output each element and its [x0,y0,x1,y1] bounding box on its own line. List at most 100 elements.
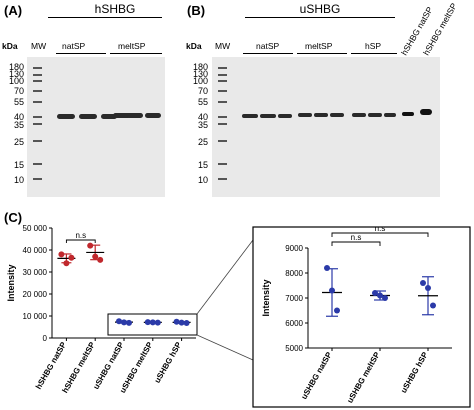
panel-b-mw-100: 100 [192,76,208,86]
panel-b-band [260,114,276,118]
panel-a-mw-35: 35 [13,120,24,130]
y-tick-label: 5000 [285,344,303,353]
panel-a-band [113,113,131,118]
panel-a-band [79,114,97,119]
panel-a-mw-70: 70 [13,86,24,96]
significance-bracket [331,232,429,237]
panel-a-mw-label: MW [31,41,47,51]
panel-b-group-line-hsp [351,53,397,54]
panel-a-title: hSHBG [94,2,136,16]
data-point [178,319,185,326]
panel-a-title-line [48,17,162,18]
panel-b-mw-35: 35 [197,120,208,130]
panel-b-mw-15: 15 [197,160,208,170]
data-point [183,320,190,327]
panel-b-mw-10: 10 [197,175,208,185]
data-point [324,265,330,271]
inset-frame [252,226,471,408]
data-point [149,319,156,326]
data-point [425,285,431,291]
panel-b-mw-70: 70 [197,86,208,96]
data-point [329,287,335,294]
panel-a-letter: (A) [4,3,23,18]
data-point [154,319,161,326]
x-tick-label: hSHBG natSP [34,340,69,391]
y-axis-label: Intensity [6,264,16,301]
panel-b-mw-25: 25 [197,137,208,147]
significance-bracket [331,241,381,246]
y-tick-label: 30 000 [23,268,48,277]
y-axis-label: Intensity [261,279,271,316]
data-point [372,290,378,296]
y-tick-label: 9000 [285,244,303,253]
panel-a-mw-100: 100 [8,76,24,86]
panel-a-band [101,114,117,119]
zoom-connector-bottom [196,334,254,361]
panel-c-charts: 0 10 000 20 000 30 000 40 000 50 000 Intensity… [6,224,471,408]
data-point [430,302,436,309]
panel-a-group-label-natsp: natSP [62,41,86,51]
data-point [144,319,151,326]
y-tick-label: 20 000 [23,290,48,299]
panel-a-band [127,113,143,118]
panel-b-band [314,113,328,117]
panel-b-mw-130: 130 [192,69,208,79]
panel-a-kda-label: kDa [2,41,18,51]
panel-a-band [145,113,161,118]
data-point [68,254,75,261]
panel-b-group-line-meltsp [297,53,347,54]
data-point [63,260,70,267]
panel-a-mw-40: 40 [13,112,24,122]
significance-label: n.s [375,224,386,233]
panel-b-group-label-hsp: hSP [365,41,382,51]
panel-a-mw-55: 55 [13,97,24,107]
panel-a-group-line-meltsp [110,53,162,54]
x-tick-label: uSHBG natSP [91,340,126,391]
data-point [87,242,94,249]
panel-b-gel [212,57,440,197]
panel-b-title: uSHBG [299,2,341,16]
panel-b-band [330,113,344,117]
data-point [116,318,122,325]
panel-b-lane-label-hshbg-natsp: hSHBG natSP [399,4,435,57]
panel-b-lane-label-hshbg-meltsp: hSHBG meltSP [421,1,459,57]
y-tick-label: 0 [43,334,48,343]
data-point [334,307,340,314]
y-tick-label: 6000 [285,319,303,328]
panel-b-mw-180: 180 [192,62,208,72]
panel-b-group-line-natsp [243,53,293,54]
panel-a-group-line-natsp [56,53,106,54]
panel-b-band [242,114,258,118]
panel-b-band [420,109,432,115]
panel-b-mw-40: 40 [197,112,208,122]
panel-b-group-label-meltsp: meltSP [305,41,333,51]
panel-b-group-label-natsp: natSP [256,41,280,51]
data-point [92,253,99,260]
panel-b-title-line [245,17,395,18]
panel-b-letter: (B) [187,3,206,18]
panel-a-mw-25: 25 [13,137,24,147]
data-point [97,256,104,263]
x-tick-label: uSHBG hSP [399,350,430,395]
y-tick-label: 40 000 [23,246,48,255]
panel-b-band [352,113,366,117]
panel-c-letter: (C) [4,210,23,225]
y-tick-label: 7000 [285,294,303,303]
data-point [420,280,426,286]
data-point [126,319,132,326]
panel-b-kda-label: kDa [186,41,202,51]
zoom-connector-top [196,239,254,315]
zoom-box [107,313,198,336]
significance-label: n.s [351,233,362,242]
panel-b-band [402,112,414,116]
panel-a-mw-15: 15 [13,160,24,170]
significance-label: n.s [75,231,86,240]
right-chart: 5000 6000 7000 8000 9000 Intensity uSHBG natSP… [261,224,452,405]
panel-b-band [278,114,292,118]
panel-b-band [368,113,382,117]
panel-a-mw-130: 130 [8,69,24,79]
left-chart: 0 10 000 20 000 30 000 40 000 50 000 Intensity… [6,224,198,395]
data-point [121,319,127,326]
panel-a-gel [27,57,165,197]
data-point [377,292,383,299]
